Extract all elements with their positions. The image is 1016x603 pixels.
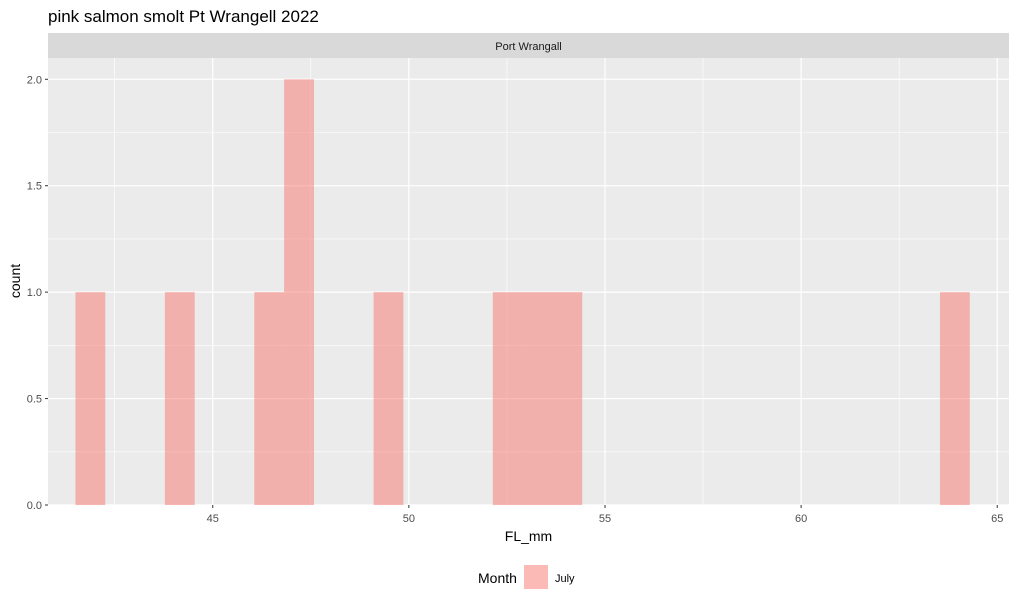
- histogram-bars: [75, 79, 970, 506]
- y-tick-label: 0.5: [27, 394, 42, 406]
- legend: Month July: [478, 565, 575, 589]
- x-tick-label: 65: [991, 513, 1003, 525]
- x-tick-label: 50: [403, 513, 415, 525]
- y-tick-label: 2.0: [27, 74, 42, 86]
- chart-title: pink salmon smolt Pt Wrangell 2022: [48, 7, 319, 26]
- x-axis-title: FL_mm: [505, 528, 552, 544]
- facet-strip-label: Port Wrangall: [495, 41, 561, 53]
- y-tick-label: 1.0: [27, 287, 42, 299]
- histogram-bar: [939, 292, 970, 505]
- legend-label-july: July: [555, 573, 575, 585]
- legend-swatch-july: [524, 565, 548, 589]
- x-axis: 45 50 55 60 65: [207, 505, 1003, 525]
- histogram-bar: [75, 292, 106, 505]
- x-tick-label: 55: [599, 513, 611, 525]
- histogram-bar: [373, 292, 404, 505]
- y-axis-title: count: [7, 264, 23, 298]
- legend-title: Month: [478, 570, 517, 586]
- y-axis: 0.0 0.5 1.0 1.5 2.0: [27, 74, 48, 512]
- y-tick-label: 0.0: [27, 500, 42, 512]
- facet-strip: [48, 33, 1009, 58]
- x-tick-label: 45: [207, 513, 219, 525]
- x-tick-label: 60: [795, 513, 807, 525]
- y-tick-label: 1.5: [27, 181, 42, 193]
- histogram-bar: [284, 79, 314, 506]
- histogram-bar: [552, 292, 583, 505]
- histogram-bar: [522, 292, 553, 505]
- histogram-bar: [254, 292, 285, 505]
- histogram-bar: [164, 292, 195, 505]
- histogram-bar: [492, 292, 523, 505]
